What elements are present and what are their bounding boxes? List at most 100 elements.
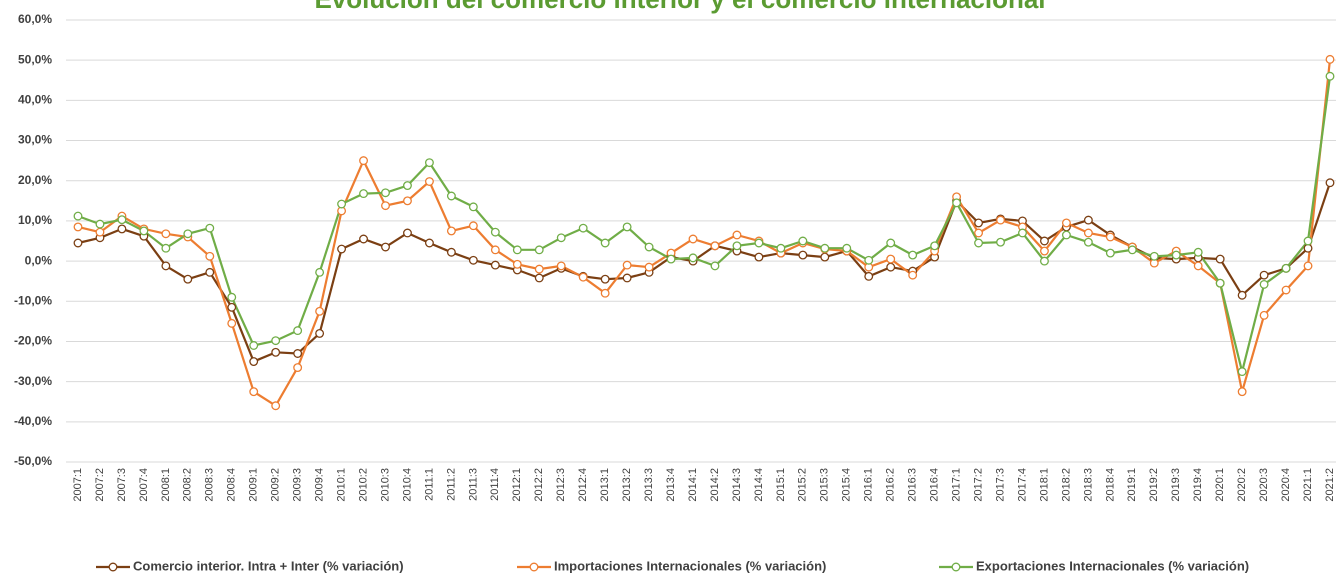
data-point	[1281, 263, 1291, 273]
data-point	[908, 270, 918, 280]
data-point	[183, 274, 193, 284]
data-point	[974, 218, 984, 228]
data-point	[183, 229, 193, 239]
data-point	[1040, 236, 1049, 246]
data-point	[974, 228, 984, 238]
x-tick-label: 2020:1	[1214, 468, 1226, 502]
data-point	[490, 245, 500, 255]
data-point	[1303, 261, 1313, 271]
data-point	[271, 401, 281, 411]
x-tick-label: 2008:2	[182, 468, 194, 502]
x-tick-label: 2014:2	[709, 468, 721, 502]
data-point	[556, 233, 566, 243]
x-tick-label: 2017:3	[994, 468, 1006, 502]
data-point	[468, 221, 478, 231]
data-point	[1303, 236, 1313, 246]
x-tick-label: 2010:2	[357, 468, 369, 502]
data-point	[1281, 285, 1291, 295]
x-tick-label: 2021:1	[1302, 468, 1314, 502]
data-point	[622, 222, 632, 232]
data-point	[578, 223, 588, 233]
data-point	[1105, 248, 1115, 258]
data-point	[732, 230, 742, 240]
x-tick-label: 2018:3	[1082, 468, 1094, 502]
data-point	[600, 274, 610, 284]
data-point	[1259, 310, 1269, 320]
x-tick-label: 2021:2	[1324, 468, 1336, 502]
data-point	[1325, 71, 1335, 81]
data-point	[446, 226, 456, 236]
data-point	[1193, 261, 1203, 271]
data-point	[249, 357, 259, 366]
data-point	[754, 252, 764, 262]
legend-marker	[951, 562, 961, 572]
data-point	[271, 336, 281, 346]
data-point	[293, 349, 303, 358]
data-point	[161, 261, 171, 271]
data-point	[1083, 215, 1093, 225]
data-point	[534, 264, 544, 274]
data-point	[359, 234, 368, 244]
data-point	[1237, 387, 1247, 397]
y-tick-label: 50,0%	[18, 52, 52, 66]
data-point	[600, 238, 610, 248]
x-tick-label: 2020:3	[1258, 468, 1270, 502]
data-point	[1061, 230, 1071, 240]
data-point	[1215, 278, 1225, 288]
x-tick-label: 2015:4	[841, 468, 853, 502]
legend-marker	[108, 562, 118, 572]
data-point	[468, 202, 478, 212]
data-point	[688, 234, 698, 244]
data-point	[644, 242, 654, 252]
x-tick-label: 2016:1	[863, 468, 875, 502]
data-point	[249, 387, 259, 397]
x-tick-label: 2018:4	[1104, 468, 1116, 502]
x-tick-label: 2013:4	[665, 468, 677, 502]
data-point	[534, 245, 544, 255]
data-point	[1325, 54, 1335, 64]
data-point	[95, 227, 105, 237]
data-point	[227, 318, 237, 328]
data-point	[139, 226, 149, 236]
data-point	[886, 262, 896, 272]
x-tick-label: 2007:3	[116, 468, 128, 502]
x-tick-label: 2008:4	[226, 468, 238, 502]
data-point	[556, 261, 566, 271]
data-point	[996, 215, 1005, 225]
x-tick-label: 2013:3	[643, 468, 655, 502]
data-point	[512, 259, 522, 269]
y-tick-label: -20,0%	[14, 334, 52, 348]
data-point	[381, 242, 390, 252]
data-point	[1215, 254, 1225, 264]
y-tick-label: 30,0%	[18, 133, 52, 147]
y-tick-label: 60,0%	[18, 12, 52, 26]
data-point	[1149, 251, 1159, 261]
data-point	[337, 244, 347, 254]
data-point	[161, 243, 171, 253]
series-line	[77, 182, 1332, 363]
x-tick-label: 2017:2	[972, 468, 984, 502]
data-point	[468, 255, 478, 265]
series-line	[77, 59, 1332, 408]
y-tick-label: -40,0%	[14, 414, 52, 428]
data-point	[1259, 279, 1269, 289]
x-tick-label: 2020:4	[1280, 468, 1292, 502]
x-tick-label: 2012:2	[533, 468, 545, 502]
x-tick-label: 2016:3	[907, 468, 919, 502]
data-point	[359, 156, 368, 166]
x-tick-label: 2008:1	[160, 468, 172, 502]
data-point	[1171, 250, 1181, 260]
data-point	[205, 223, 215, 233]
y-tick-label: -50,0%	[14, 454, 52, 468]
data-point	[996, 237, 1005, 247]
x-tick-label: 2009:3	[292, 468, 304, 502]
data-point	[249, 341, 259, 350]
data-point	[1237, 290, 1247, 300]
data-point	[117, 224, 127, 234]
data-point	[1105, 232, 1115, 242]
data-point	[864, 255, 874, 265]
data-point	[424, 158, 434, 168]
y-tick-label: -10,0%	[14, 293, 52, 307]
x-tick-label: 2009:2	[270, 468, 282, 502]
